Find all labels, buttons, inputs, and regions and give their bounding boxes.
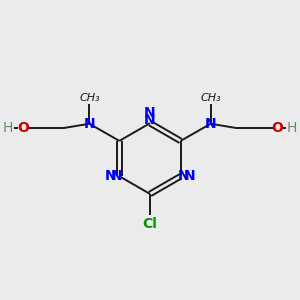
Text: N: N — [104, 169, 116, 183]
Text: N: N — [205, 117, 216, 131]
Text: O: O — [17, 121, 29, 135]
Text: H: H — [287, 121, 297, 135]
Text: CH₃: CH₃ — [79, 93, 100, 103]
Text: N: N — [144, 106, 156, 120]
Text: Cl: Cl — [142, 218, 158, 232]
Text: O: O — [271, 121, 283, 135]
Text: H: H — [3, 121, 13, 135]
Text: N: N — [178, 169, 190, 183]
Text: CH₃: CH₃ — [200, 93, 221, 103]
Text: N: N — [184, 169, 196, 183]
Text: N: N — [110, 169, 122, 183]
Text: N: N — [144, 113, 156, 127]
Text: N: N — [84, 117, 95, 131]
